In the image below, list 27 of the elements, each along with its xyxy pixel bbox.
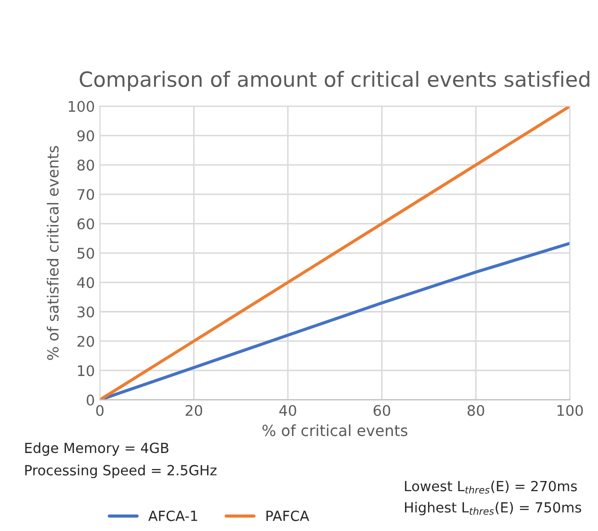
text: Lowest L$_{thres}$(E) = 270ms [405,480,577,494]
text: Processing Speed = 2.5GHz [25,464,216,478]
y-tick-label: 0 [86,394,94,406]
y-axis-title: % of satisfied critical events [46,146,59,360]
line-series [100,106,570,400]
x-tick-label: 0 [96,404,104,416]
y-tick-label: 20 [78,336,94,347]
text: Highest L$_{thres}$(E) = 750ms [405,502,582,516]
x-tick-label: 100 [558,404,583,416]
chart-title: Comparison of amount of critical events satisfied [80,70,590,92]
legend-label: AFCA-1 [148,510,198,522]
y-tick-label: 60 [77,218,94,230]
x-axis-title: % of critical events [262,424,408,436]
y-tick-label: 70 [78,189,94,200]
x-tick-label: 20 [186,404,202,416]
y-tick-label: 10 [78,365,94,376]
x-tick-label: 40 [279,404,296,416]
text: Edge Memory = 4GB [25,442,168,456]
y-tick-label: 30 [78,306,94,318]
y-tick-label: 80 [77,160,94,171]
y-tick-label: 40 [77,277,94,288]
y-tick-label: 100 [68,100,94,112]
y-tick-label: 90 [77,130,94,142]
x-tick-label: 80 [468,404,484,416]
y-tick-label: 50 [78,248,94,259]
legend-label: PAFCA [266,510,310,522]
x-tick-label: 60 [374,404,390,416]
